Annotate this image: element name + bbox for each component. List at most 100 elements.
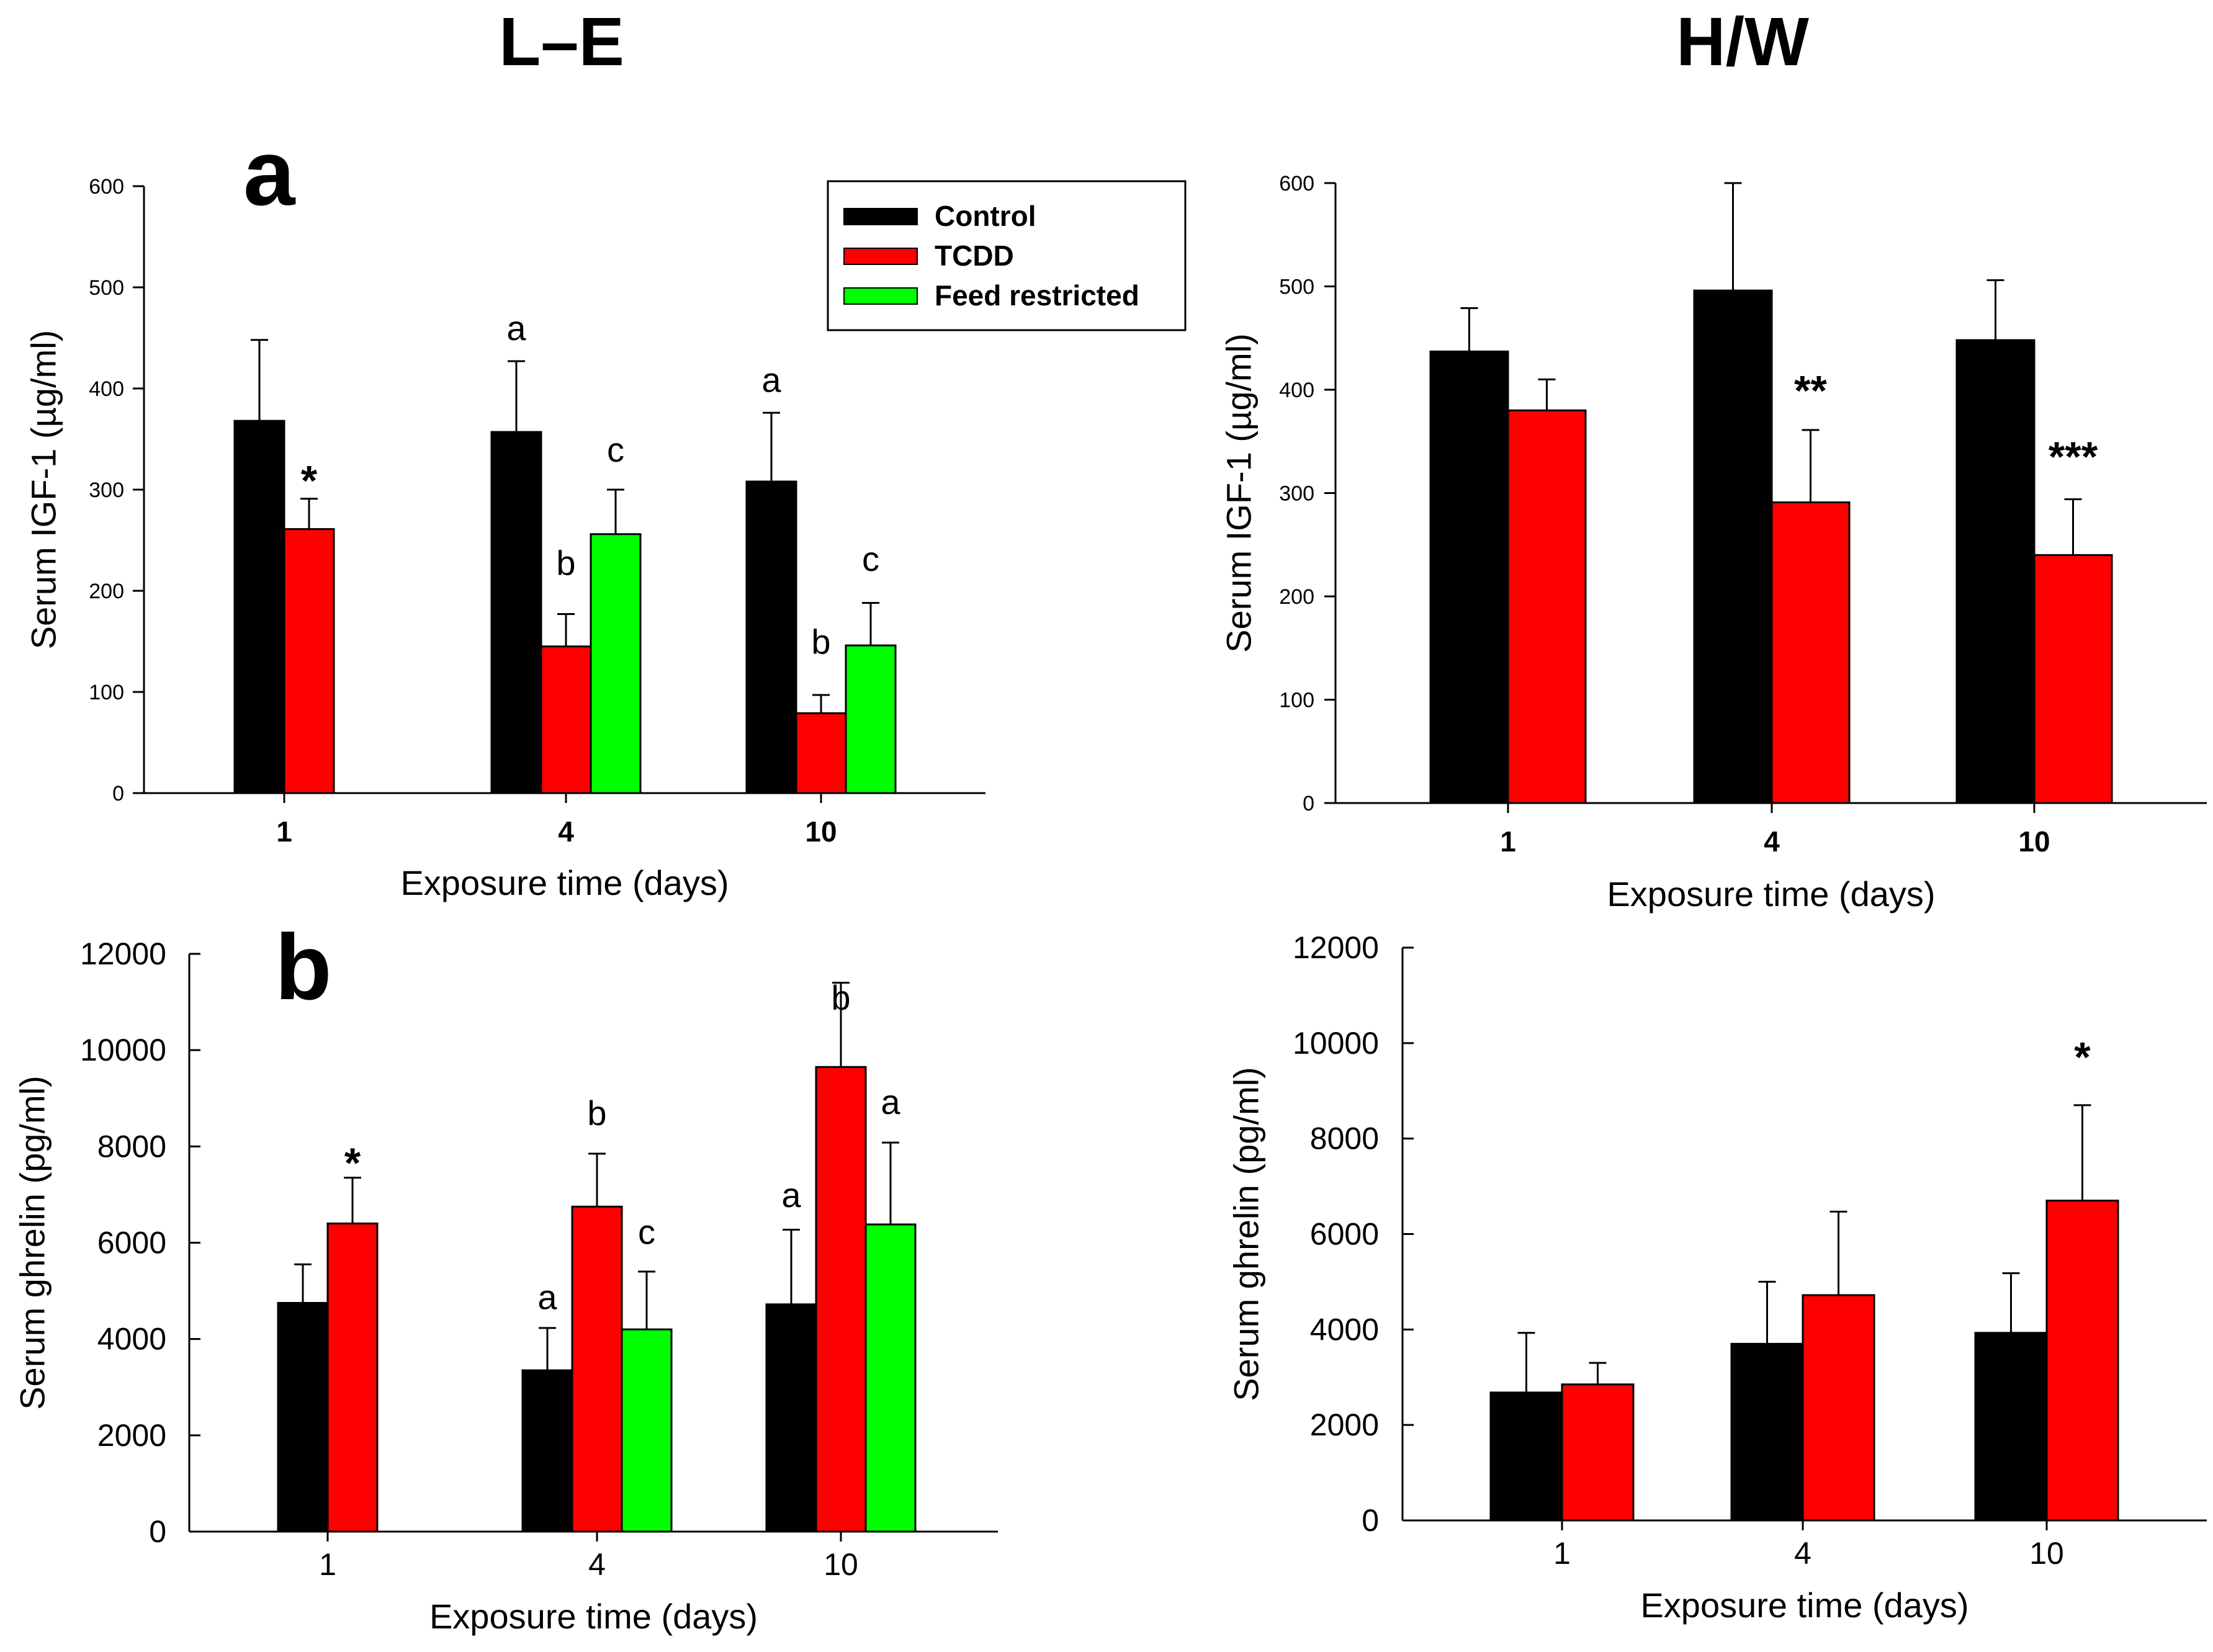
y-tick-label-6000: 6000 [1310,1217,1379,1252]
chart-hw-ghrelin: 0 2000 4000 6000 8000 10000 12000 Serum ghrelin… [1227,930,2207,1625]
bar-control-day-10 [1974,1332,2048,1522]
significance-label-c: c [862,539,879,578]
y-tick-label-8000: 8000 [1310,1121,1379,1156]
bar-tcdd-day-1 [283,528,335,794]
significance-label-a: a [781,1175,801,1214]
y-tick-label-600: 600 [1279,172,1314,195]
significance-label-b: b [556,543,575,582]
y-tick-label-100: 100 [1279,689,1314,712]
x-tick-label-1: 1 [276,815,292,848]
y-tick-label-6000: 6000 [97,1226,166,1260]
significance-label-star: ** [1794,367,1827,415]
x-tick-label-10: 10 [805,815,837,848]
y-tick-label-4000: 4000 [97,1322,166,1357]
y-tick-label-0: 0 [1362,1503,1379,1538]
significance-label-star: * [344,1139,361,1187]
bar-tcdd-day-10 [815,1066,867,1533]
legend-label-tcdd: TCDD [935,240,1014,272]
legend-label-feed-restricted: Feed restricted [935,279,1139,312]
bar-feed-restricted-day-4 [621,1328,673,1533]
legend: Control TCDD Feed restricted [827,180,1187,331]
x-tick-label-4: 4 [558,815,574,848]
significance-label-star: *** [2049,433,2098,480]
bar-control-day-10 [1955,339,2036,804]
significance-label-b: b [587,1093,606,1133]
y-axis-label: Serum IGF-1 (µg/ml) [24,330,63,650]
x-tick-label-1: 1 [1553,1536,1571,1571]
y-tick-label-300: 300 [1279,482,1314,506]
y-tick-label-10000: 10000 [1293,1026,1379,1061]
bar-control-day-4 [521,1369,573,1533]
bar-control-day-10 [765,1303,817,1533]
y-tick-label-10000: 10000 [80,1033,166,1067]
y-tick-label-200: 200 [1279,585,1314,609]
y-axis-label: Serum IGF-1 (µg/ml) [1219,333,1259,653]
bar-control-day-1 [1489,1391,1563,1522]
bar-tcdd-day-10 [2045,1200,2119,1522]
y-tick-label-2000: 2000 [1310,1407,1379,1442]
bar-control-day-4 [1693,289,1773,804]
significance-label-a: a [506,308,526,348]
bar-control-day-10 [745,480,797,794]
bar-control-day-4 [490,431,542,794]
x-axis-label: Exposure time (days) [1607,874,1935,914]
significance-label-star: * [301,457,318,505]
bar-feed-restricted-day-10 [864,1223,917,1533]
y-tick-label-400: 400 [89,377,124,401]
bar-tcdd-day-1 [326,1222,379,1533]
bar-tcdd-day-4 [571,1205,623,1533]
significance-label-star: * [2074,1034,2091,1081]
y-tick-label-8000: 8000 [97,1129,166,1164]
bar-tcdd-day-1 [1561,1383,1635,1522]
significance-label-a: a [761,360,781,399]
x-tick-label-4: 4 [588,1547,606,1582]
bar-tcdd-day-4 [1802,1294,1875,1522]
bar-feed-restricted-day-10 [845,644,897,794]
x-tick-label-10: 10 [2018,825,2050,858]
significance-label-b: b [811,622,830,662]
bar-tcdd-day-4 [1771,501,1851,804]
legend-swatch-control [843,208,918,225]
y-tick-label-0: 0 [1303,792,1314,815]
bar-feed-restricted-day-4 [590,533,642,794]
bar-tcdd-day-1 [1507,409,1587,804]
significance-label-c: c [638,1213,655,1252]
chart-le-igf1: 0 100 200 300 400 500 600 Serum IGF-1 (µg/ml) Ex… [24,175,985,902]
x-tick-label-4: 4 [1764,825,1780,858]
y-axis-label: Serum ghrelin (pg/ml) [13,1075,52,1409]
x-axis-label: Exposure time (days) [1640,1586,1968,1625]
x-axis-label: Exposure time (days) [400,863,729,902]
legend-label-control: Control [935,200,1036,232]
y-tick-label-100: 100 [89,681,124,704]
panel-letter-b: b [275,915,332,1019]
y-tick-label-12000: 12000 [1293,930,1379,965]
bar-control-day-1 [277,1301,329,1533]
x-tick-label-10: 10 [2029,1536,2064,1571]
x-axis-label: Exposure time (days) [429,1597,758,1636]
significance-label-a: a [881,1082,900,1121]
y-tick-label-12000: 12000 [80,936,166,971]
panel-letter-a: a [243,120,296,225]
x-tick-label-10: 10 [824,1547,858,1582]
x-tick-label-1: 1 [1500,825,1516,858]
y-tick-label-2000: 2000 [97,1418,166,1453]
legend-swatch-tcdd [843,248,918,265]
bar-control-day-1 [233,420,285,794]
significance-label-a: a [537,1277,557,1316]
x-tick-label-1: 1 [319,1547,336,1582]
bar-tcdd-day-10 [2033,554,2113,804]
legend-swatch-feed-restricted [843,287,918,305]
y-tick-label-500: 500 [89,276,124,300]
y-tick-label-200: 200 [89,580,124,603]
right-column-title: H/W [1676,4,1809,80]
y-tick-label-400: 400 [1279,379,1314,402]
y-tick-label-500: 500 [1279,276,1314,299]
x-tick-label-4: 4 [1794,1536,1811,1571]
left-column-title: L–E [499,4,624,80]
y-tick-label-0: 0 [149,1514,166,1549]
y-axis-label: Serum ghrelin (pg/ml) [1227,1067,1266,1401]
y-tick-label-0: 0 [112,782,124,806]
bar-control-day-1 [1429,350,1509,804]
bar-control-day-4 [1730,1342,1804,1522]
